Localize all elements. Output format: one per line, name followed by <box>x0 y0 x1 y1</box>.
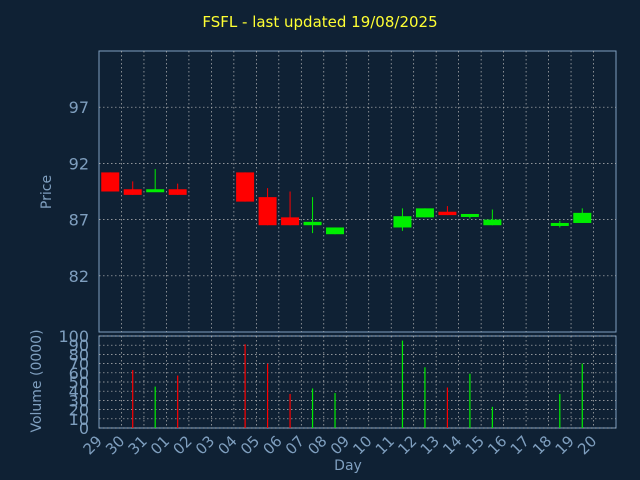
x-tick-label: 20 <box>574 432 600 458</box>
volume-tick-label: 60 <box>69 364 89 383</box>
candle-body <box>326 227 345 235</box>
volume-tick-label: 40 <box>69 382 89 401</box>
volume-tick-label: 50 <box>69 373 89 392</box>
volume-tick-label: 90 <box>69 336 89 355</box>
candle-body <box>303 221 322 226</box>
candle-body <box>258 197 277 226</box>
price-tick-label: 82 <box>69 267 89 286</box>
volume-tick-label: 20 <box>69 401 89 420</box>
volume-tick-label: 30 <box>69 391 89 410</box>
candle-body <box>550 222 569 226</box>
volume-tick-label: 0 <box>79 419 89 438</box>
volume-tick-label: 100 <box>58 327 89 346</box>
volume-axis-label: Volume (0000) <box>29 329 45 433</box>
candle-body <box>168 189 187 195</box>
candle-body <box>573 212 592 223</box>
chart-title: FSFL - last updated 19/08/2025 <box>202 13 438 31</box>
price-axis-label: Price <box>39 174 55 210</box>
candle-body <box>101 172 120 192</box>
candle-body <box>393 216 412 228</box>
price-tick-label: 97 <box>69 98 89 117</box>
candle-body <box>281 217 300 226</box>
candle-body <box>123 189 142 195</box>
candle-body <box>415 208 434 218</box>
volume-tick-label: 10 <box>69 410 89 429</box>
candle-body <box>236 172 255 202</box>
candle-body <box>483 219 502 226</box>
candle-body <box>146 189 165 193</box>
price-tick-label: 92 <box>69 154 89 173</box>
x-axis-label: Day <box>334 458 362 474</box>
volume-tick-label: 80 <box>69 345 89 364</box>
candle-body <box>438 211 457 216</box>
candle-body <box>460 213 479 217</box>
volume-panel <box>98 335 617 429</box>
volume-tick-label: 70 <box>69 355 89 374</box>
price-tick-label: 87 <box>69 211 89 230</box>
